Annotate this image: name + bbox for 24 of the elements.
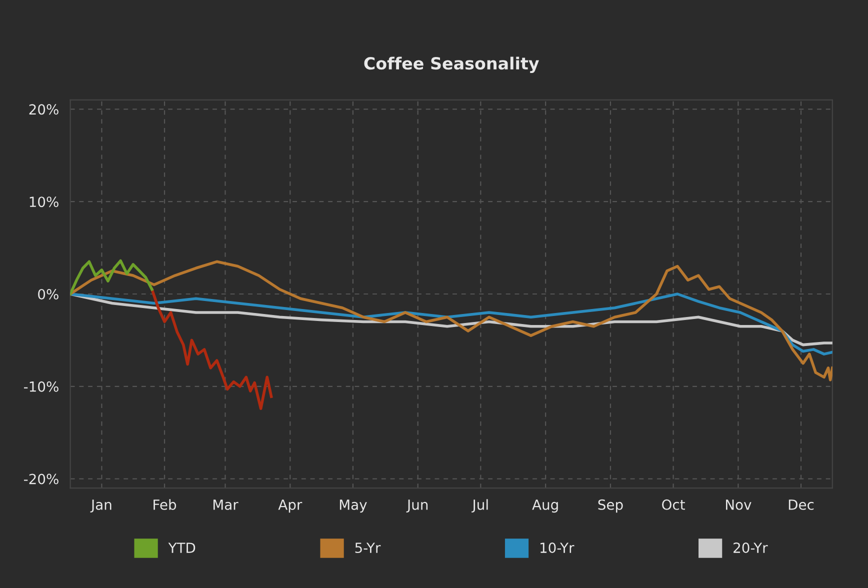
y-tick-label: 0% — [38, 288, 58, 300]
x-tick-label: Dec — [788, 500, 814, 510]
x-tick-label: Sep — [598, 499, 623, 513]
x-tick-label: Nov — [726, 500, 752, 510]
x-tick-label: Mar — [214, 500, 238, 510]
x-tick-label: Jan — [90, 500, 112, 512]
x-tick-label: Aug — [532, 500, 558, 513]
line-series — [150, 288, 273, 410]
x-tick-label: Apr — [278, 500, 302, 513]
y-tick-label: -20% — [24, 474, 58, 484]
x-tick-label: Jun — [406, 500, 428, 512]
line-series — [70, 259, 154, 296]
chart-title: Coffee Seasonality — [364, 56, 539, 73]
y-tick-label: 20% — [29, 104, 58, 115]
x-tick-label: Feb — [154, 499, 176, 510]
legend-label: YTD — [168, 542, 196, 553]
x-tick-label: May — [340, 500, 367, 513]
y-tick-label: -10% — [24, 381, 58, 392]
y-tick-label: 10% — [30, 196, 58, 208]
x-tick-label: Oct — [662, 499, 685, 510]
legend-label: 20-Yr — [734, 542, 768, 554]
legend-label: 10-Yr — [540, 542, 574, 554]
x-tick-label: Jul — [472, 499, 488, 512]
legend-label: 5-Yr — [355, 542, 381, 554]
